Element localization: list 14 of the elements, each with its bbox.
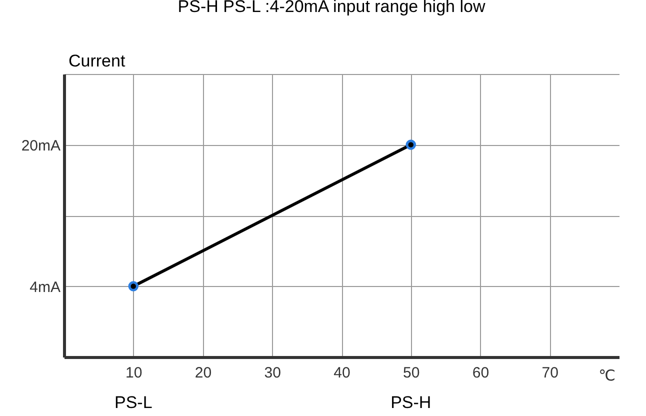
x-tick-label: 30 [264, 364, 281, 382]
x-tick-label: 40 [334, 364, 350, 382]
x-tick-label: 10 [126, 364, 142, 382]
x-tick-label: 70 [542, 364, 558, 382]
chart-title: PS-H PS-L :4-20mA input range high low [178, 0, 486, 16]
text: PS-L [114, 393, 152, 412]
x-tick-label: 20 [194, 364, 212, 382]
y-axis-title: Current [68, 52, 126, 70]
y-tick-label: 4mA [30, 278, 60, 296]
text: PS-H [390, 393, 432, 412]
x-tick-label: 50 [403, 364, 420, 382]
x-tick-label: 60 [472, 364, 490, 382]
y-tick-label: 20mA [21, 137, 60, 154]
x-axis-title: ℃ [598, 368, 616, 384]
